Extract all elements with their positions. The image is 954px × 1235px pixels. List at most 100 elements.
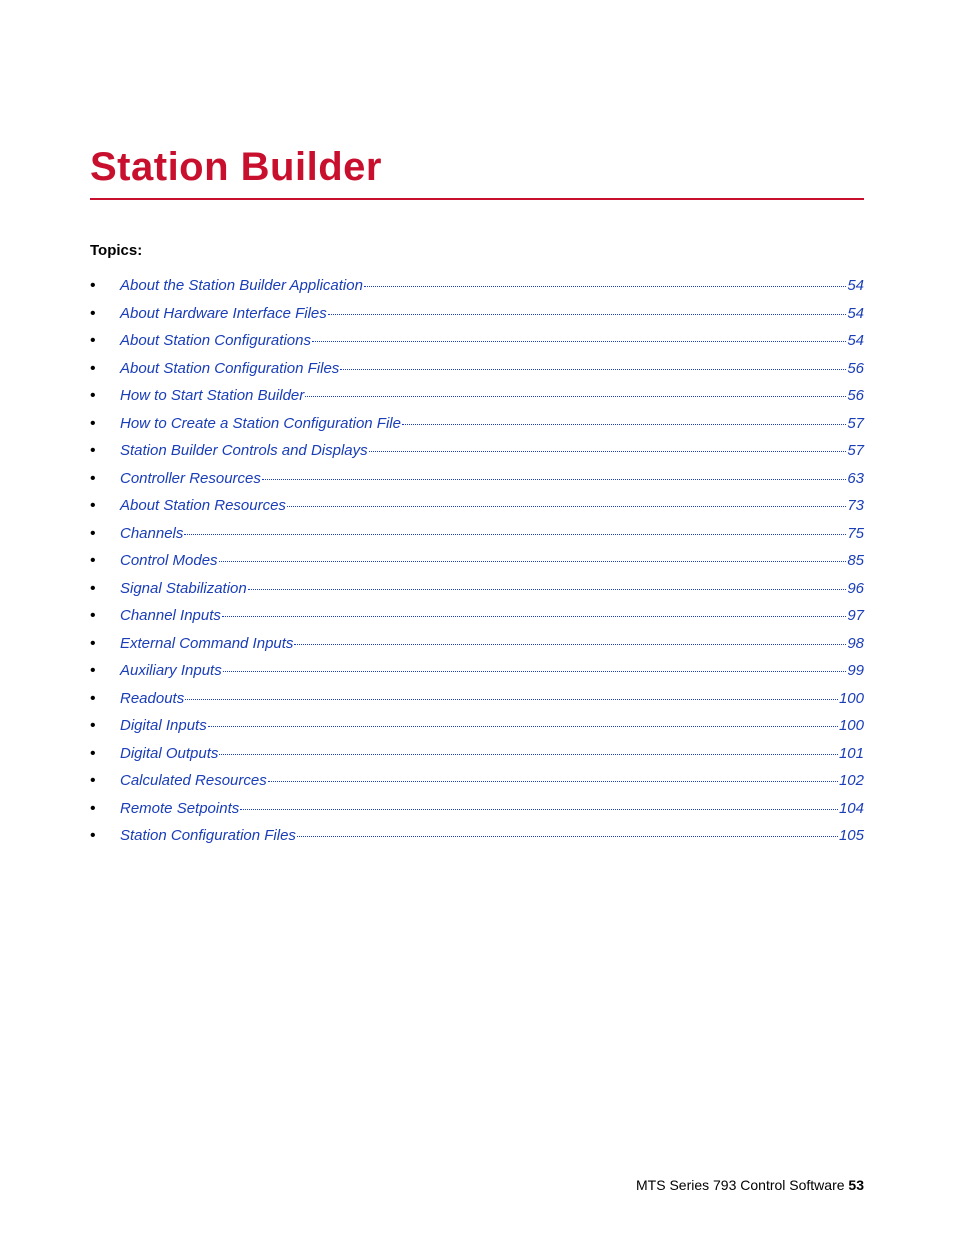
bullet-icon: • <box>90 662 120 680</box>
bullet-icon: • <box>90 442 120 460</box>
bullet-icon: • <box>90 470 120 488</box>
toc-page-number[interactable]: 105 <box>839 827 864 844</box>
bullet-icon: • <box>90 387 120 405</box>
bullet-icon: • <box>90 332 120 350</box>
toc-item: •Channel Inputs 97 <box>90 607 864 625</box>
toc-link[interactable]: About Station Resources <box>120 497 286 514</box>
toc-item: •Channels75 <box>90 525 864 543</box>
toc-item: •Digital Inputs 100 <box>90 717 864 735</box>
toc-page-number[interactable]: 101 <box>839 745 864 762</box>
toc-link[interactable]: Channels <box>120 525 183 542</box>
toc-page-number[interactable]: 57 <box>847 442 864 459</box>
toc-page-number[interactable]: 56 <box>847 360 864 377</box>
toc-item: •Readouts100 <box>90 690 864 708</box>
toc-leader-dots <box>208 726 838 727</box>
toc-page-number[interactable]: 100 <box>839 717 864 734</box>
toc-page-number[interactable]: 100 <box>839 690 864 707</box>
toc-item: •About Station Configuration Files 56 <box>90 360 864 378</box>
toc-leader-dots <box>222 616 846 617</box>
toc-link[interactable]: Calculated Resources <box>120 772 267 789</box>
toc-leader-dots <box>287 506 846 507</box>
toc-link[interactable]: Station Builder Controls and Displays <box>120 442 368 459</box>
toc-link[interactable]: Controller Resources <box>120 470 261 487</box>
toc-leader-dots <box>294 644 846 645</box>
toc-link[interactable]: How to Create a Station Configuration Fi… <box>120 415 401 432</box>
toc-leader-dots <box>185 699 838 700</box>
toc-leader-dots <box>262 479 846 480</box>
toc-leader-dots <box>223 671 847 672</box>
toc-link[interactable]: About Station Configurations <box>120 332 311 349</box>
page-footer: MTS Series 793 Control Software 53 <box>636 1177 864 1193</box>
toc-item: •About Station Resources 73 <box>90 497 864 515</box>
toc-page-number[interactable]: 97 <box>847 607 864 624</box>
toc-link[interactable]: Remote Setpoints <box>120 800 239 817</box>
bullet-icon: • <box>90 277 120 295</box>
toc-link[interactable]: Channel Inputs <box>120 607 221 624</box>
toc-item: •How to Create a Station Configuration F… <box>90 415 864 433</box>
toc-leader-dots <box>219 754 838 755</box>
toc-page-number[interactable]: 73 <box>847 497 864 514</box>
bullet-icon: • <box>90 580 120 598</box>
toc-list: •About the Station Builder Application54… <box>90 277 864 845</box>
toc-item: •Auxiliary Inputs 99 <box>90 662 864 680</box>
toc-page-number[interactable]: 57 <box>847 415 864 432</box>
toc-link[interactable]: About the Station Builder Application <box>120 277 363 294</box>
topics-label: Topics: <box>90 242 864 259</box>
toc-item: •Signal Stabilization 96 <box>90 580 864 598</box>
toc-item: •Remote Setpoints 104 <box>90 800 864 818</box>
toc-item: •About the Station Builder Application 54 <box>90 277 864 295</box>
toc-leader-dots <box>328 314 847 315</box>
bullet-icon: • <box>90 360 120 378</box>
toc-link[interactable]: About Hardware Interface Files <box>120 305 327 322</box>
toc-link[interactable]: About Station Configuration Files <box>120 360 339 377</box>
toc-item: •Station Builder Controls and Displays 57 <box>90 442 864 460</box>
toc-item: •Station Configuration Files105 <box>90 827 864 845</box>
bullet-icon: • <box>90 772 120 790</box>
bullet-icon: • <box>90 607 120 625</box>
toc-page-number[interactable]: 54 <box>847 305 864 322</box>
toc-page-number[interactable]: 56 <box>847 387 864 404</box>
bullet-icon: • <box>90 800 120 818</box>
toc-link[interactable]: Digital Inputs <box>120 717 207 734</box>
toc-leader-dots <box>369 451 847 452</box>
toc-link[interactable]: Auxiliary Inputs <box>120 662 222 679</box>
toc-item: •About Hardware Interface Files 54 <box>90 305 864 323</box>
toc-link[interactable]: Readouts <box>120 690 184 707</box>
toc-page-number[interactable]: 85 <box>847 552 864 569</box>
toc-leader-dots <box>248 589 847 590</box>
toc-leader-dots <box>305 396 846 397</box>
footer-page-number: 53 <box>848 1177 864 1193</box>
bullet-icon: • <box>90 635 120 653</box>
page-container: Station Builder Topics: •About the Stati… <box>0 0 954 845</box>
toc-link[interactable]: Signal Stabilization <box>120 580 247 597</box>
bullet-icon: • <box>90 552 120 570</box>
toc-leader-dots <box>364 286 846 287</box>
toc-page-number[interactable]: 104 <box>839 800 864 817</box>
toc-link[interactable]: Station Configuration Files <box>120 827 296 844</box>
toc-leader-dots <box>240 809 838 810</box>
toc-link[interactable]: Digital Outputs <box>120 745 218 762</box>
toc-leader-dots <box>297 836 838 837</box>
bullet-icon: • <box>90 717 120 735</box>
toc-page-number[interactable]: 75 <box>847 525 864 542</box>
toc-page-number[interactable]: 96 <box>847 580 864 597</box>
toc-link[interactable]: External Command Inputs <box>120 635 293 652</box>
toc-link[interactable]: How to Start Station Builder <box>120 387 304 404</box>
bullet-icon: • <box>90 497 120 515</box>
toc-page-number[interactable]: 54 <box>847 277 864 294</box>
toc-page-number[interactable]: 102 <box>839 772 864 789</box>
toc-link[interactable]: Control Modes <box>120 552 218 569</box>
toc-leader-dots <box>340 369 846 370</box>
toc-item: •Digital Outputs 101 <box>90 745 864 763</box>
toc-item: •Control Modes 85 <box>90 552 864 570</box>
toc-page-number[interactable]: 98 <box>847 635 864 652</box>
toc-page-number[interactable]: 63 <box>847 470 864 487</box>
toc-page-number[interactable]: 54 <box>847 332 864 349</box>
bullet-icon: • <box>90 745 120 763</box>
toc-leader-dots <box>402 424 846 425</box>
toc-page-number[interactable]: 99 <box>847 662 864 679</box>
toc-item: •Controller Resources 63 <box>90 470 864 488</box>
toc-leader-dots <box>312 341 846 342</box>
bullet-icon: • <box>90 305 120 323</box>
bullet-icon: • <box>90 415 120 433</box>
